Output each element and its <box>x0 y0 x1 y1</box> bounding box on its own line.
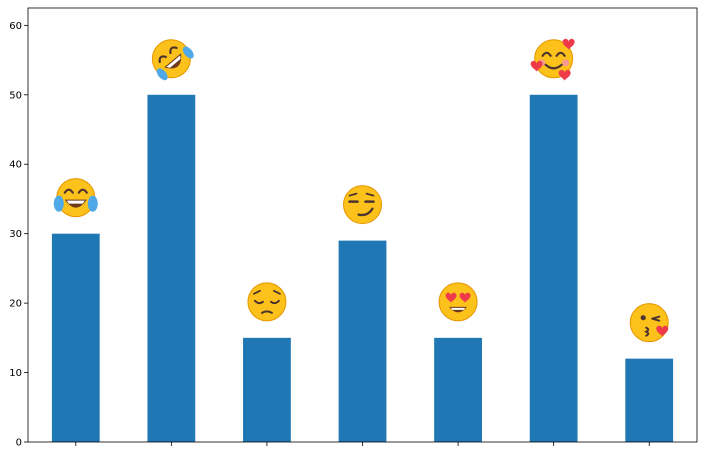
x-axis <box>75 442 650 446</box>
y-tick-label: 10 <box>9 368 22 379</box>
rolling-on-floor-laughing-icon <box>151 39 194 81</box>
y-axis: 0 10 20 30 40 50 60 <box>9 21 28 449</box>
bar <box>529 94 578 443</box>
y-tick-label: 60 <box>9 21 22 32</box>
y-tick-label: 20 <box>9 299 22 310</box>
y-tick-label: 40 <box>9 160 22 171</box>
smirking-face-icon <box>343 185 382 225</box>
face-with-tears-of-joy-icon <box>53 178 98 218</box>
y-tick-label: 0 <box>16 438 22 449</box>
bar <box>243 337 291 442</box>
y-tick-label: 30 <box>9 229 22 240</box>
pensive-face-icon <box>247 282 287 322</box>
bar <box>338 240 387 442</box>
face-blowing-kiss-icon <box>629 303 669 343</box>
heart-eyes-face-icon <box>438 282 478 322</box>
emoji-layer <box>53 38 669 343</box>
bar <box>147 94 196 443</box>
bar <box>51 233 100 442</box>
y-tick-label: 50 <box>9 90 22 101</box>
bars-layer <box>51 94 674 443</box>
bar <box>625 358 674 442</box>
bar <box>434 337 482 442</box>
smiling-face-with-hearts-icon <box>530 38 575 81</box>
